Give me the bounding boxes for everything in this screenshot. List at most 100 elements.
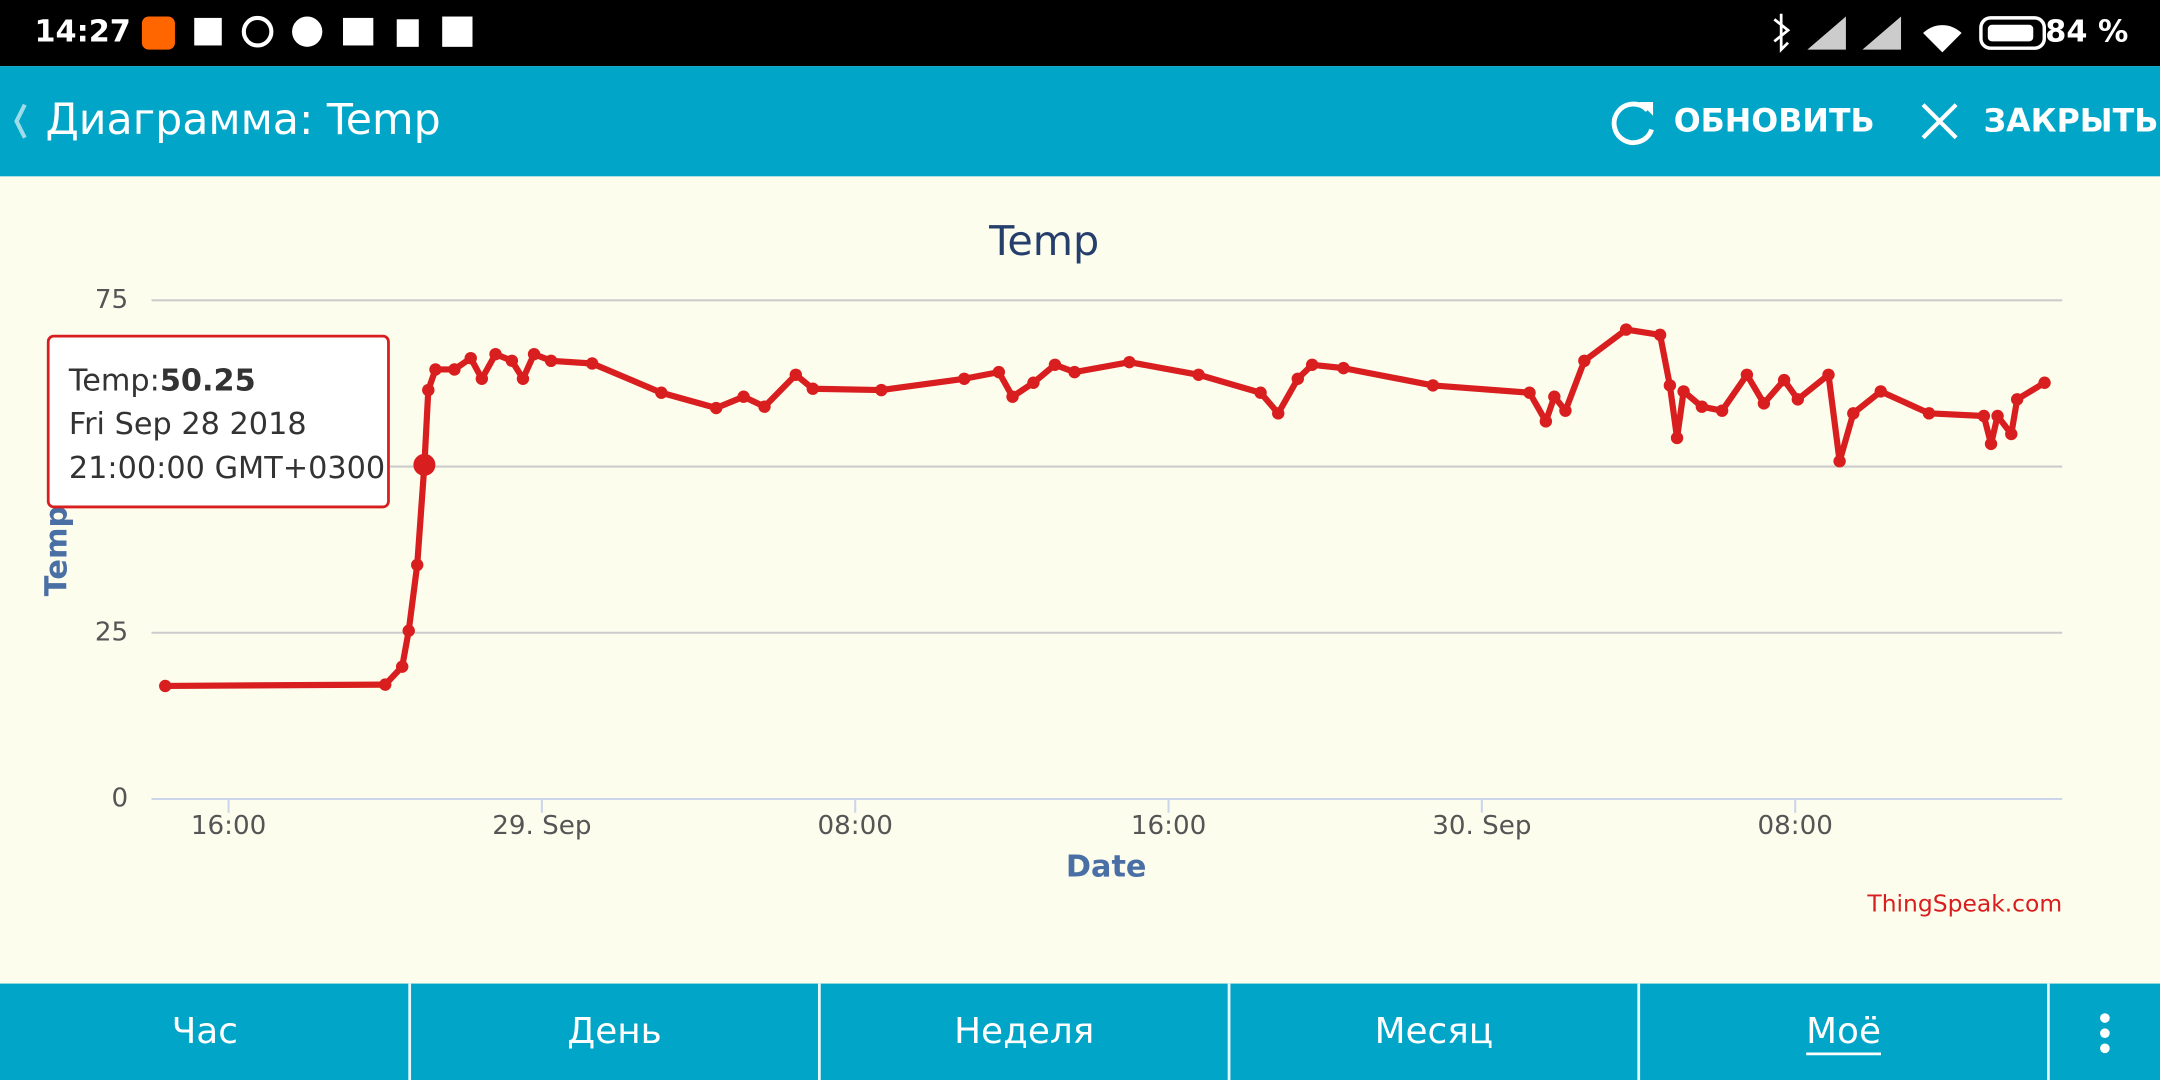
data-point[interactable] [411, 558, 424, 572]
data-point[interactable] [1822, 368, 1835, 381]
tab[interactable]: Неделя [954, 1011, 1094, 1052]
data-point[interactable] [505, 354, 519, 368]
x-tick-label: 30. Sep [1432, 811, 1531, 841]
data-point[interactable] [958, 372, 971, 385]
refresh-label[interactable]: ОБНОВИТЬ [1674, 104, 1875, 140]
data-point[interactable] [402, 624, 415, 637]
tab[interactable]: Час [172, 1011, 238, 1052]
data-point[interactable] [1619, 323, 1633, 336]
tooltip: Temp:50.25 Fri Sep 28 2018 21:00:00 GMT+03… [46, 334, 390, 509]
data-point[interactable] [1833, 455, 1846, 468]
y-tick-label: 75 [95, 285, 128, 315]
data-point[interactable] [1847, 407, 1860, 420]
data-point[interactable] [585, 357, 599, 370]
x-tick-label: 08:00 [818, 811, 893, 841]
data-point[interactable] [737, 390, 750, 403]
notification-icons [141, 15, 473, 50]
data-point[interactable] [1539, 415, 1553, 428]
data-point[interactable] [1523, 386, 1536, 399]
data-point[interactable] [1757, 397, 1771, 410]
x-tick-label: 16:00 [191, 811, 266, 841]
data-point[interactable] [475, 372, 489, 385]
data-point[interactable] [1426, 379, 1440, 392]
data-point[interactable] [992, 365, 1006, 379]
data-point[interactable] [1984, 437, 1998, 451]
data-point[interactable] [395, 660, 409, 673]
data-point[interactable] [448, 363, 461, 376]
data-point[interactable] [1006, 390, 1019, 403]
data-point[interactable] [789, 368, 803, 381]
hover-point [413, 453, 436, 476]
system-icons [1773, 13, 2047, 53]
close-label[interactable]: ЗАКРЫТЬ [1984, 104, 2159, 140]
data-point[interactable] [1791, 393, 1805, 406]
data-point[interactable] [1670, 431, 1684, 445]
tab[interactable]: День [567, 1011, 662, 1052]
data-point[interactable] [2005, 427, 2018, 441]
data-point[interactable] [1653, 328, 1667, 342]
y-axis-title: Temp [39, 506, 74, 596]
data-point[interactable] [516, 372, 530, 385]
data-point[interactable] [1027, 376, 1040, 389]
data-point[interactable] [1740, 368, 1754, 381]
data-point[interactable] [429, 363, 442, 376]
x-axis-title: Date [1066, 849, 1147, 884]
data-point[interactable] [1695, 400, 1709, 413]
tooltip-number: 50.25 [160, 363, 256, 398]
x-tick-label: 29. Sep [492, 811, 591, 841]
credit[interactable]: ThingSpeak.com [1866, 890, 2062, 918]
data-point[interactable] [1991, 409, 2004, 423]
data-point[interactable] [1272, 407, 1285, 420]
data-point[interactable] [1977, 409, 1991, 423]
data-point[interactable] [806, 382, 819, 395]
data-point[interactable] [489, 347, 502, 361]
data-point[interactable] [1715, 404, 1729, 417]
data-point[interactable] [1663, 379, 1677, 392]
data-point[interactable] [1874, 385, 1887, 398]
data-point[interactable] [1068, 365, 1081, 379]
tab[interactable]: Моё [1806, 1011, 1881, 1052]
overflow-menu[interactable] [2100, 1013, 2110, 1054]
data-point[interactable] [2038, 376, 2051, 389]
data-point[interactable] [655, 386, 668, 399]
data-point[interactable] [1048, 358, 1062, 372]
tooltip-time: 21:00:00 GMT+0300 [69, 451, 385, 486]
data-point[interactable] [1254, 386, 1267, 399]
data-point[interactable] [1548, 390, 1561, 403]
clock: 14:27 [34, 15, 130, 50]
tooltip-box [46, 334, 390, 509]
data-point[interactable] [875, 383, 888, 397]
data-point[interactable] [1123, 355, 1136, 369]
refresh-button[interactable]: ОБНОВИТЬ [1611, 101, 1875, 145]
tooltip-label: Temp: [68, 363, 160, 398]
data-point[interactable] [709, 401, 723, 415]
data-point[interactable] [2010, 393, 2024, 406]
close-button[interactable]: ЗАКРЫТЬ [1921, 103, 2159, 140]
y-tick-label: 0 [111, 783, 128, 813]
data-point[interactable] [544, 354, 558, 368]
data-point[interactable] [1291, 372, 1304, 385]
data-point[interactable] [1777, 373, 1791, 387]
back-button[interactable] [14, 103, 27, 139]
data-point[interactable] [379, 678, 392, 691]
data-point[interactable] [1559, 404, 1572, 417]
x-tick-label: 08:00 [1758, 811, 1833, 841]
data-point[interactable] [1922, 407, 1936, 420]
x-tick-label: 16:00 [1131, 811, 1206, 841]
tab-bar [0, 983, 2160, 1080]
data-point[interactable] [1578, 354, 1591, 368]
data-point[interactable] [422, 383, 435, 397]
data-point[interactable] [464, 351, 477, 365]
data-point[interactable] [758, 400, 771, 413]
app-bar [0, 66, 2160, 177]
data-point[interactable] [1192, 368, 1205, 381]
data-point[interactable] [159, 679, 172, 693]
data-point[interactable] [527, 347, 541, 361]
data-point[interactable] [1305, 358, 1319, 372]
chart-title: Temp [988, 217, 1099, 265]
tab[interactable]: Месяц [1375, 1011, 1494, 1052]
data-point[interactable] [1337, 361, 1350, 375]
tabs: Час День Неделя Месяц Моё [172, 983, 2050, 1080]
data-point[interactable] [1677, 385, 1690, 398]
